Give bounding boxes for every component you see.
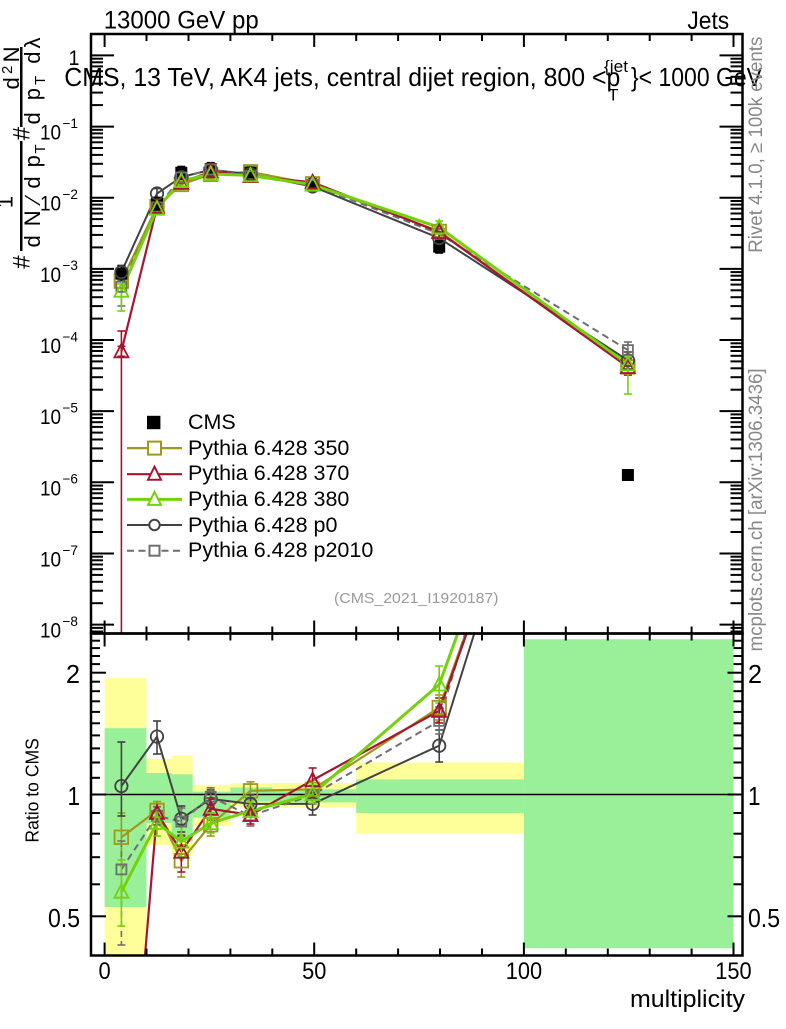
svg-text:150: 150 (715, 958, 751, 985)
svg-text:13000 GeV pp: 13000 GeV pp (104, 8, 259, 35)
svg-text:#: # (9, 255, 36, 269)
svg-text:−4: −4 (63, 329, 79, 344)
svg-text:−1: −1 (63, 116, 79, 131)
svg-text:−3: −3 (63, 258, 79, 273)
svg-text:Jets: Jets (687, 8, 729, 35)
svg-text:10: 10 (40, 334, 61, 358)
svg-text:10: 10 (40, 619, 61, 643)
svg-text:10: 10 (40, 263, 61, 287)
svg-text:d pT dλ: d pT dλ (20, 38, 49, 125)
svg-text:50: 50 (302, 958, 326, 985)
svg-text:0: 0 (99, 958, 111, 985)
svg-text:}< 1000 GeV: }< 1000 GeV (631, 62, 763, 92)
svg-text:#: # (9, 126, 36, 140)
svg-text:multiplicity: multiplicity (630, 986, 746, 1013)
svg-text:0.5: 0.5 (48, 903, 80, 933)
svg-text:0.5: 0.5 (748, 903, 780, 933)
svg-text:10: 10 (40, 548, 61, 572)
svg-text:Ratio to CMS: Ratio to CMS (22, 738, 43, 843)
svg-text:CMS, 13 TeV, AK4 jets, central: CMS, 13 TeV, AK4 jets, central dijet reg… (64, 62, 620, 92)
svg-text:1: 1 (68, 781, 81, 811)
svg-text:2: 2 (66, 659, 80, 689)
svg-text:−8: −8 (63, 614, 79, 629)
svg-text:Rivet 4.1.0, ≥ 100k events: Rivet 4.1.0, ≥ 100k events (745, 36, 767, 252)
svg-text:{jet: {jet (604, 57, 628, 76)
svg-text:10: 10 (40, 121, 61, 145)
svg-text:2: 2 (748, 659, 762, 689)
svg-text:1: 1 (69, 46, 80, 70)
svg-text:10: 10 (40, 192, 61, 216)
svg-text:100: 100 (506, 958, 542, 985)
svg-text:mcplots.cern.ch [arXiv:1306.34: mcplots.cern.ch [arXiv:1306.3436] (746, 368, 767, 651)
svg-text:d N ∕ d pT: d N ∕ d pT (20, 145, 49, 248)
svg-text:−7: −7 (63, 543, 79, 558)
svg-text:10: 10 (40, 476, 61, 500)
svg-text:−5: −5 (63, 401, 79, 416)
svg-text:1: 1 (748, 781, 761, 811)
svg-text:T: T (608, 87, 619, 105)
svg-text:(CMS_2021_I1920187): (CMS_2021_I1920187) (334, 591, 499, 607)
svg-text:1: 1 (0, 196, 18, 208)
svg-text:−2: −2 (63, 187, 79, 202)
svg-text:10: 10 (40, 405, 61, 429)
svg-text:−6: −6 (63, 472, 79, 487)
